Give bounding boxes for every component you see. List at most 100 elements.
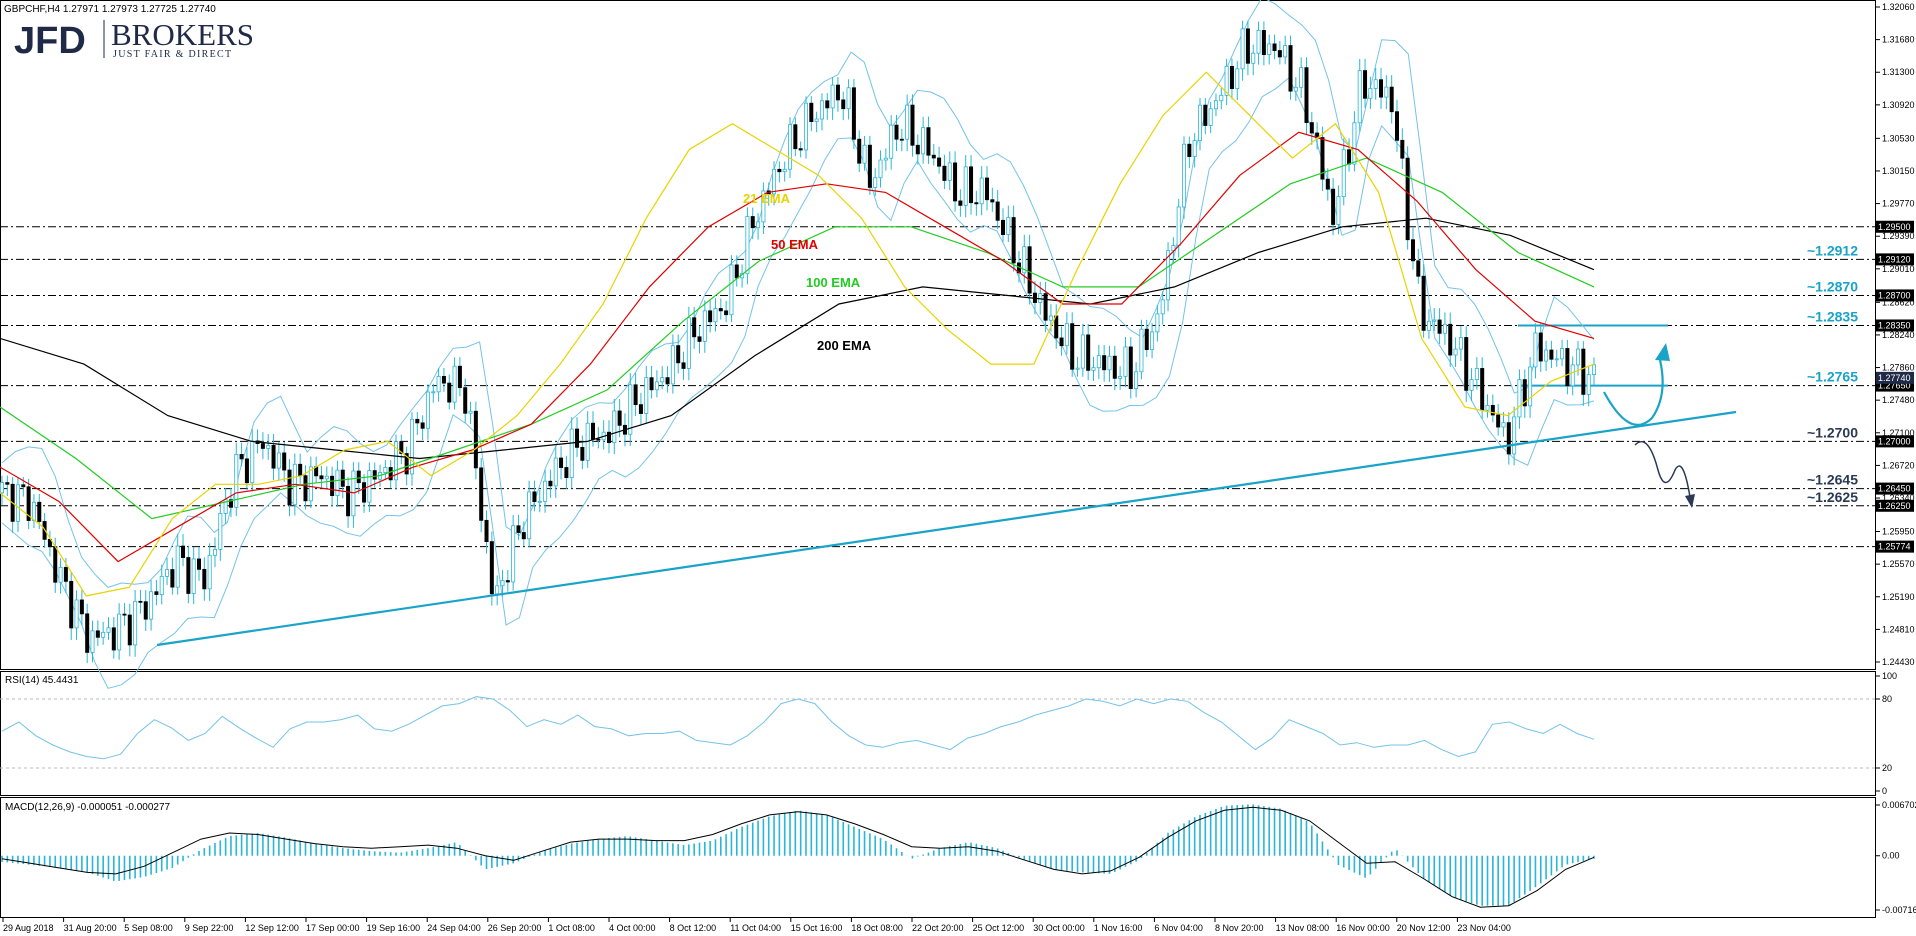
bullish-scenario-arrow — [1603, 359, 1664, 426]
time-tick-label: 1 Nov 16:00 — [1094, 923, 1143, 933]
macd-tick-label: -0.007167 — [1882, 905, 1916, 915]
candle-body — [431, 391, 436, 394]
candle-body — [511, 525, 516, 583]
price-tick-label: 1.27480 — [1882, 395, 1915, 405]
candle-body — [521, 532, 526, 540]
candle-body — [1352, 122, 1357, 165]
price-tick-label: 1.30920 — [1882, 100, 1915, 110]
candle-body — [1139, 328, 1144, 373]
candle-body — [1054, 315, 1059, 339]
candle-body — [606, 431, 611, 444]
candle-body — [228, 499, 233, 508]
candle-body — [1203, 104, 1208, 126]
candle-body — [612, 410, 617, 444]
candle-body — [425, 391, 430, 429]
candle-body — [1006, 217, 1011, 235]
candle-body — [985, 177, 990, 201]
ascending-trendline — [156, 410, 1737, 647]
candle-body — [591, 422, 596, 440]
candle-body — [921, 127, 926, 155]
level-badge-label: 1.28700 — [1878, 290, 1911, 300]
level-badge — [1876, 482, 1914, 495]
last-price-badge — [1876, 371, 1914, 384]
time-tick-label: 22 Oct 20:00 — [912, 923, 964, 933]
candle-body — [931, 154, 936, 159]
price-tick-label: 1.29390 — [1882, 231, 1915, 241]
candle-body — [79, 599, 84, 615]
candle-body — [537, 500, 542, 503]
candle-body — [1416, 260, 1421, 277]
candle-body — [1474, 368, 1479, 380]
candle-body — [1432, 319, 1437, 322]
rsi-tick-label: 80 — [1882, 694, 1892, 704]
candle-body — [1453, 348, 1458, 356]
candle-body — [212, 548, 217, 556]
candle-body — [1496, 414, 1501, 428]
candle-body — [1213, 100, 1218, 110]
candle-body — [543, 480, 548, 502]
candle-body — [484, 519, 489, 543]
candle-body — [1283, 45, 1288, 58]
candle-body — [1517, 379, 1522, 418]
candle-body — [1267, 43, 1272, 55]
candle-body — [436, 375, 441, 393]
candle-body — [1288, 45, 1293, 92]
candle-body — [505, 580, 510, 583]
time-tick-label: 29 Aug 2018 — [3, 923, 54, 933]
candle-body — [1448, 323, 1453, 356]
candle-body — [1219, 94, 1224, 102]
rsi-tick-label: 20 — [1882, 763, 1892, 773]
candle-body — [207, 554, 212, 590]
candle-body — [234, 454, 239, 508]
candle-body — [633, 384, 638, 406]
candle-body — [1331, 188, 1336, 225]
candle-body — [1501, 422, 1506, 428]
candle-body — [1490, 405, 1495, 416]
candle-body — [1229, 65, 1234, 89]
price-panel — [0, 0, 1876, 670]
candle-body — [489, 541, 494, 595]
candle-body — [580, 446, 585, 461]
candle-body — [809, 102, 814, 122]
logo-tagline: JUST FAIR & DIRECT — [113, 49, 232, 60]
candle-body — [857, 138, 862, 164]
candle-body — [1182, 143, 1187, 208]
candle-body — [122, 613, 127, 616]
candle-body — [974, 202, 979, 205]
candle-body — [835, 84, 840, 101]
candle-body — [1235, 68, 1240, 89]
candle-body — [63, 566, 68, 582]
candle-body — [979, 177, 984, 205]
candle-body — [1134, 371, 1139, 390]
level-badge-label: 1.26250 — [1878, 501, 1911, 511]
candle-body — [772, 168, 777, 195]
candle-body — [803, 102, 808, 151]
candle-body — [532, 491, 537, 502]
candle-body — [729, 264, 734, 316]
candle-body — [1208, 108, 1213, 126]
candle-body — [1080, 334, 1085, 369]
candle-body — [937, 157, 942, 167]
candle-body — [276, 452, 281, 469]
macd-tick-label: 0.00 — [1882, 851, 1900, 861]
candle-body — [1394, 111, 1399, 141]
candle-body — [388, 467, 393, 481]
candle-body — [1144, 328, 1149, 351]
price-tick-label: 1.25570 — [1882, 559, 1915, 569]
candle-body — [1309, 122, 1314, 134]
price-tick-label: 1.30150 — [1882, 166, 1915, 176]
candle-body — [873, 177, 878, 188]
candle-body — [990, 199, 995, 203]
candle-body — [244, 458, 249, 484]
candle-body — [692, 317, 697, 338]
candle-body — [1187, 143, 1192, 158]
ema-label-0: 21 EMA — [743, 191, 791, 206]
time-tick-label: 26 Sep 20:00 — [488, 923, 542, 933]
price-tick-label: 1.24810 — [1882, 624, 1915, 634]
ema-200-line — [0, 217, 1595, 460]
candle-body — [218, 513, 223, 550]
candle-body — [175, 545, 180, 588]
candle-body — [1341, 149, 1346, 197]
candle-body — [495, 585, 500, 595]
time-tick-label: 16 Nov 00:00 — [1336, 923, 1390, 933]
